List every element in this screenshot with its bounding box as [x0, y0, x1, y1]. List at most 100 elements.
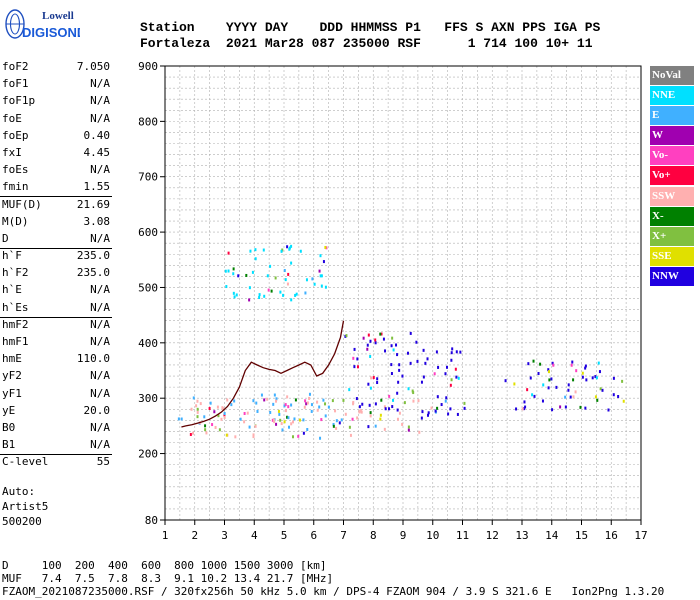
- echo-point: [358, 409, 361, 413]
- echo-point: [435, 350, 438, 354]
- echo-point: [367, 333, 370, 337]
- header-value-date: 2021 Mar28: [225, 36, 304, 51]
- param-separator: [0, 247, 112, 249]
- echo-point: [383, 405, 386, 409]
- legend-item-x: X+: [650, 226, 694, 246]
- echo-point: [407, 428, 410, 432]
- echo-point: [388, 394, 391, 398]
- echo-point: [374, 402, 377, 406]
- echo-point: [293, 417, 296, 421]
- echo-point: [396, 417, 399, 421]
- param-row: D N/A: [0, 230, 112, 247]
- echo-point: [324, 414, 327, 418]
- echo-point: [398, 368, 401, 372]
- x-tick-label: 3: [221, 529, 228, 542]
- param-row: foF2 7.050: [0, 58, 112, 75]
- param-value: 20.0: [83, 403, 111, 417]
- echo-point: [320, 284, 323, 288]
- x-tick-label: 16: [605, 529, 618, 542]
- auto-scaling-info: Auto: Artist5 500200: [2, 484, 48, 529]
- echo-point: [290, 261, 293, 265]
- lowell-digisonde-logo: Lowell DIGISONDE: [5, 9, 80, 40]
- echo-point: [523, 400, 526, 404]
- echo-point: [252, 433, 255, 437]
- echo-point: [269, 264, 272, 268]
- echo-point: [524, 405, 527, 409]
- echo-point: [550, 377, 553, 381]
- legend-item-vo: Vo-: [650, 146, 694, 166]
- echo-point: [421, 410, 424, 414]
- echo-point: [192, 396, 195, 400]
- echo-point: [275, 422, 278, 426]
- echo-point: [310, 409, 313, 413]
- echo-point: [225, 285, 228, 289]
- echo-point: [559, 405, 562, 409]
- echo-point: [263, 398, 266, 402]
- echo-point: [177, 417, 180, 421]
- echo-point: [248, 298, 251, 302]
- echo-point: [306, 401, 309, 405]
- echo-point: [584, 364, 587, 368]
- legend-item-e: E: [650, 106, 694, 126]
- y-tick-label: 80: [145, 514, 158, 527]
- echo-point: [415, 340, 418, 344]
- echo-point: [352, 356, 355, 360]
- echo-point: [262, 248, 265, 252]
- echo-point: [214, 425, 217, 429]
- param-name: fmin: [2, 180, 29, 194]
- echo-point: [444, 372, 447, 376]
- echo-point: [542, 383, 545, 387]
- echo-point: [313, 282, 316, 286]
- auto-program: Artist5: [2, 500, 49, 513]
- echo-point: [374, 424, 377, 428]
- echo-point: [369, 386, 372, 390]
- echo-point: [548, 378, 551, 382]
- param-value: 55: [96, 455, 110, 469]
- param-row: foEs N/A: [0, 161, 112, 178]
- echo-point: [275, 397, 278, 401]
- header-label-time: DDD HHMMSS P1: [319, 20, 421, 35]
- echo-point: [349, 433, 352, 437]
- echo-point: [208, 406, 211, 410]
- echo-point: [390, 344, 393, 348]
- param-value: 3.08: [83, 214, 111, 228]
- x-tick-label: 13: [515, 529, 528, 542]
- param-row: M(D) 3.08: [0, 213, 112, 230]
- param-name: foEp: [2, 128, 29, 142]
- echo-point: [382, 337, 385, 341]
- param-name: foEs: [2, 163, 29, 177]
- param-row: yE 20.0: [0, 402, 112, 419]
- param-row: foE N/A: [0, 110, 112, 127]
- echo-point: [237, 274, 240, 278]
- echo-point: [345, 334, 348, 338]
- echo-point: [221, 406, 224, 410]
- echo-point: [340, 418, 343, 422]
- footer-distance-row: D 100 200 400 600 800 1000 1500 3000 [km…: [2, 559, 327, 572]
- echo-point: [571, 360, 574, 364]
- echo-point: [305, 278, 308, 282]
- echo-point: [263, 294, 266, 298]
- param-name: foF1: [2, 77, 29, 91]
- echo-point: [248, 425, 251, 429]
- echo-point: [594, 375, 597, 379]
- param-value: 1.55: [83, 180, 111, 194]
- echo-point: [246, 411, 249, 415]
- param-value: N/A: [90, 94, 110, 108]
- echo-point: [332, 424, 335, 428]
- x-tick-label: 7: [340, 529, 347, 542]
- x-tick-label: 10: [426, 529, 439, 542]
- echo-point: [322, 398, 325, 402]
- param-separator: [0, 316, 112, 318]
- echo-point: [372, 376, 375, 380]
- echo-point: [436, 395, 439, 399]
- echo-point: [450, 378, 453, 382]
- footer-file-info: FZAOM_2021087235000.RSF / 320fx256h 50 k…: [2, 585, 665, 598]
- x-tick-label: 6: [310, 529, 317, 542]
- echo-point: [227, 269, 230, 273]
- echo-point: [294, 293, 297, 297]
- echo-points: [177, 244, 625, 440]
- echo-point: [324, 245, 327, 249]
- echo-point: [412, 391, 415, 395]
- echo-point: [316, 408, 319, 412]
- echo-point: [422, 375, 425, 379]
